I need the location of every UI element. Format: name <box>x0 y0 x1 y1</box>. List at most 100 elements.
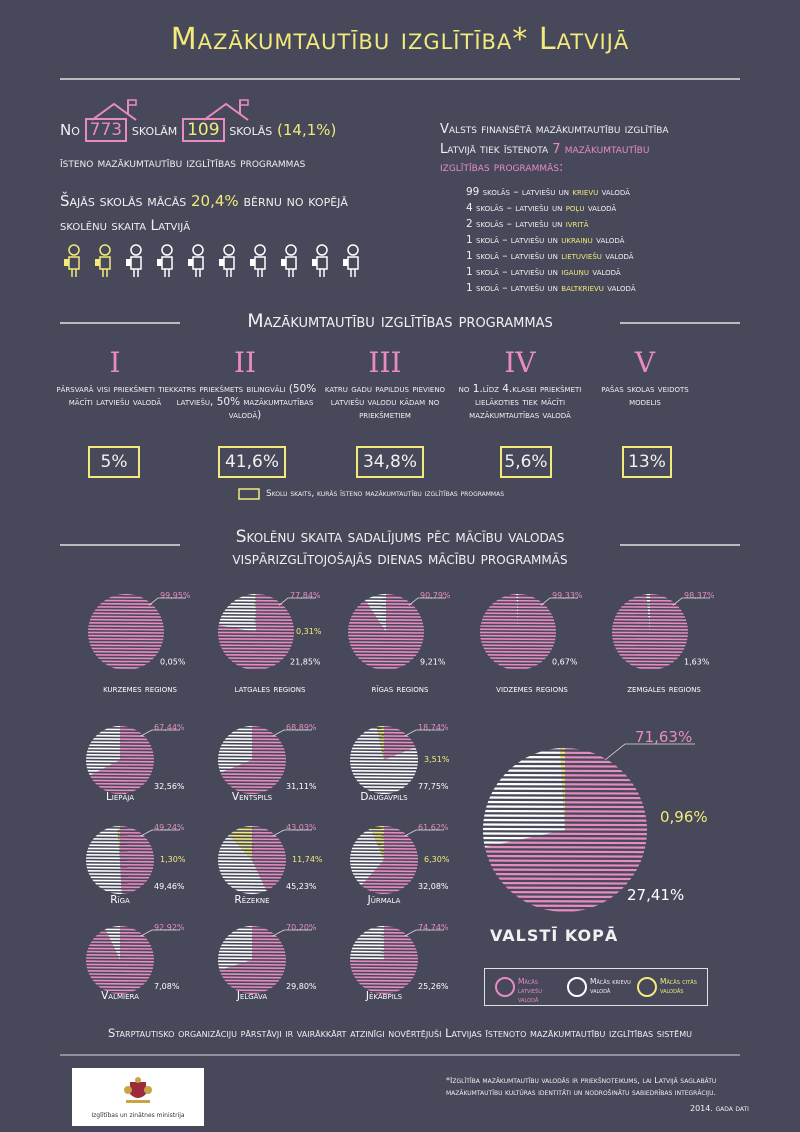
language-name: baltkrievu <box>561 282 604 294</box>
schools-total-suffix: skolām <box>131 121 178 139</box>
ministry-name: Izglītības un zinātnes ministrija <box>91 1112 185 1119</box>
pie-label-lv: 90,79% <box>420 591 451 600</box>
language-list: 99 skolās – latviešu un krievu valodā 4 s… <box>466 184 636 296</box>
pie-label-lv: 92,92% <box>154 923 185 932</box>
funding-line2-b: mazākumtautību <box>564 142 650 157</box>
language-name: ivritā <box>565 218 589 230</box>
schools-total-box: 773 <box>84 118 128 142</box>
pie-label-lv: 43,03% <box>286 823 317 832</box>
pie-label-lv: 70,20% <box>286 923 317 932</box>
child-icon <box>343 244 359 277</box>
pie-label-lv: 49,24% <box>154 823 185 832</box>
pie-title: vidzemes regions <box>496 683 568 695</box>
program-roman: V <box>634 346 656 379</box>
program-pct: 13% <box>622 446 672 478</box>
program-pct: 5% <box>88 446 140 478</box>
funding-line2-a: Latvijā tiek īstenota <box>440 142 549 157</box>
pie-14 <box>482 748 647 912</box>
child-icon <box>157 244 173 277</box>
leader-line <box>148 597 186 606</box>
language-name: poļu <box>565 202 585 214</box>
program-roman: II <box>233 346 257 379</box>
divider <box>60 78 740 80</box>
pie-slice <box>480 594 556 669</box>
pie-3 <box>480 594 556 669</box>
language-item-pre: 1 skolā – latviešu un <box>466 282 558 294</box>
pie-label-lv: 18,74% <box>418 723 449 732</box>
pie-8 <box>85 825 155 895</box>
program-desc: katru gadu papildus pievieno latviešu va… <box>324 383 446 421</box>
leader-line <box>404 929 444 937</box>
pie-1 <box>218 594 294 669</box>
pie-label-ru: 31,11% <box>286 782 317 791</box>
pie-11 <box>85 926 154 994</box>
schools-minority-suffix: skolās <box>229 121 273 139</box>
pie-label-ru: 0,67% <box>552 657 578 666</box>
pie-10 <box>350 826 418 894</box>
pie-title: Valmiera <box>101 990 139 1002</box>
pie-title: Rēzekne <box>234 894 269 906</box>
funding-line1: Valsts finansētā mazākumtautību izglītīb… <box>440 122 669 137</box>
language-name: lietuviešu <box>561 250 602 262</box>
language-item-pre: 1 skolā – latviešu un <box>466 234 558 246</box>
child-icon <box>188 244 204 277</box>
child-icon <box>312 244 328 277</box>
pie-7 <box>349 726 418 794</box>
pie-slice <box>348 594 425 669</box>
page-title: Mazākumtautību izglītība* Latvijā <box>170 22 630 57</box>
pie-title: Jelgava <box>236 990 268 1002</box>
language-item: 99 skolās – latviešu un krievu valodā <box>466 184 636 200</box>
pie-label-ru: 77,75% <box>418 782 449 791</box>
pie-title: rīgas regions <box>372 683 429 695</box>
funding-line2: Latvijā tiek īstenota 7 mazākumtautību <box>440 142 649 157</box>
program-roman: I <box>109 346 121 379</box>
pie-slice <box>87 594 164 669</box>
schools-total: 773 <box>89 120 123 140</box>
pie-label-ru: 29,80% <box>286 982 317 991</box>
pie-title: Daugavpils <box>360 791 408 803</box>
pie-slice <box>350 828 384 885</box>
child-icon <box>126 244 142 277</box>
language-item-post: valodā <box>607 282 636 294</box>
program-roman: IV <box>504 346 536 379</box>
program-desc: no 1.līdz 4.klasei priekšmeti lielākotie… <box>458 383 582 421</box>
language-item: 1 skolā – latviešu un lietuviešu valodā <box>466 248 636 264</box>
child-icon <box>95 244 111 277</box>
footnote-2: mazākumtautību kultūras identitāti un no… <box>446 1088 716 1097</box>
students-pct: 20,4% <box>191 192 239 210</box>
divider <box>620 322 740 324</box>
pie-slice <box>611 594 688 669</box>
coat-of-arms-icon <box>124 1077 152 1103</box>
leader-line <box>272 729 312 737</box>
pie-label-lv: 74,74% <box>418 923 449 932</box>
no-text: No <box>60 121 80 139</box>
pie-slice <box>125 594 126 632</box>
pie-label-ru: 49,46% <box>154 882 185 891</box>
pie-label-other: 11,74% <box>292 855 323 864</box>
pie-label-other: 6,30% <box>424 855 450 864</box>
language-item: 1 skolā – latviešu un baltkrievu valodā <box>466 280 636 296</box>
pie-label-ru: 7,08% <box>154 982 180 991</box>
programs-title: Mazākumtautību izglītības programmas <box>247 310 553 332</box>
language-item: 1 skolā – latviešu un igauņu valodā <box>466 264 636 280</box>
schools-pct: (14,1%) <box>277 121 337 139</box>
pie-slice <box>646 594 650 632</box>
schools-minority: 109 <box>187 120 220 140</box>
pie-6 <box>217 726 287 794</box>
pie-label-ru: 21,85% <box>290 657 321 666</box>
distribution-title-1: Skolēnu skaita sadalījums pēc mācību val… <box>235 527 565 547</box>
program-roman: III <box>368 346 402 379</box>
program-pct: 41,6% <box>218 446 286 478</box>
students-stat: Šajās skolās mācās 20,4% bērnu no kopējā <box>60 192 348 210</box>
pie-label-lv: 98,37% <box>684 591 715 600</box>
pie-label-ru: 25,26% <box>418 982 449 991</box>
leader-line <box>140 929 180 937</box>
pie-title: zemgales regions <box>627 683 701 695</box>
distribution-title-2: vispārizglītojošajās dienas mācību progr… <box>232 549 568 569</box>
divider <box>60 1054 740 1056</box>
students-text-c: skolēnu skaita Latvijā <box>60 218 191 234</box>
programs-legend: Skolu skaits, kurās īsteno mazākumtautīb… <box>266 489 505 499</box>
pie-label-other: 3,51% <box>424 755 450 764</box>
